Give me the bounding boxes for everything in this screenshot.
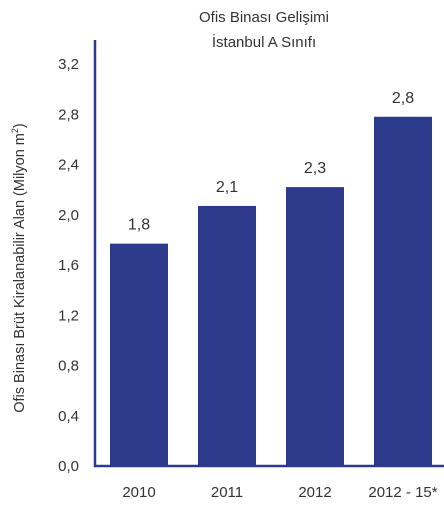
x-tick-label-1: 2010 xyxy=(122,484,155,501)
y-tick-labels: 0,0 0,4 0,8 1,2 1,6 2,0 2,4 2,8 3,2 xyxy=(58,56,79,475)
bar-4 xyxy=(374,116,432,466)
y-tick-label: 3,2 xyxy=(58,56,79,73)
y-tick-label: 0,4 xyxy=(58,408,79,425)
data-label-4: 2,8 xyxy=(392,90,414,107)
y-tick-label: 1,6 xyxy=(58,257,79,274)
bars-layer xyxy=(110,116,432,467)
y-tick-label: 1,2 xyxy=(58,307,79,324)
data-labels: 1,8 2,1 2,3 2,8 xyxy=(128,90,414,234)
y-tick-label: 2,8 xyxy=(58,106,79,123)
y-tick-label: 0,8 xyxy=(58,358,79,375)
y-tick-label: 0,0 xyxy=(58,458,79,475)
data-label-1: 1,8 xyxy=(128,217,150,234)
data-label-2: 2,1 xyxy=(216,179,238,196)
y-tick-label: 2,4 xyxy=(58,157,79,174)
data-label-3: 2,3 xyxy=(304,160,326,177)
x-tick-labels: 2010 2011 2012 2012 - 15* xyxy=(122,484,437,501)
chart-title-line-1: Ofis Binası Gelişimi xyxy=(199,9,329,26)
bar-2 xyxy=(198,205,256,467)
x-tick-label-3: 2012 xyxy=(298,484,331,501)
y-tick-label: 2,0 xyxy=(58,207,79,224)
y-axis-label: Ofis Binası Brüt Kiralanabilir Alan (Mil… xyxy=(10,123,28,413)
bar-1 xyxy=(110,243,168,466)
bar-3 xyxy=(286,187,344,467)
chart-title-line-2: İstanbul A Sınıfı xyxy=(212,33,316,51)
x-tick-label-2: 2011 xyxy=(211,484,243,501)
x-tick-label-4: 2012 - 15* xyxy=(368,484,437,501)
